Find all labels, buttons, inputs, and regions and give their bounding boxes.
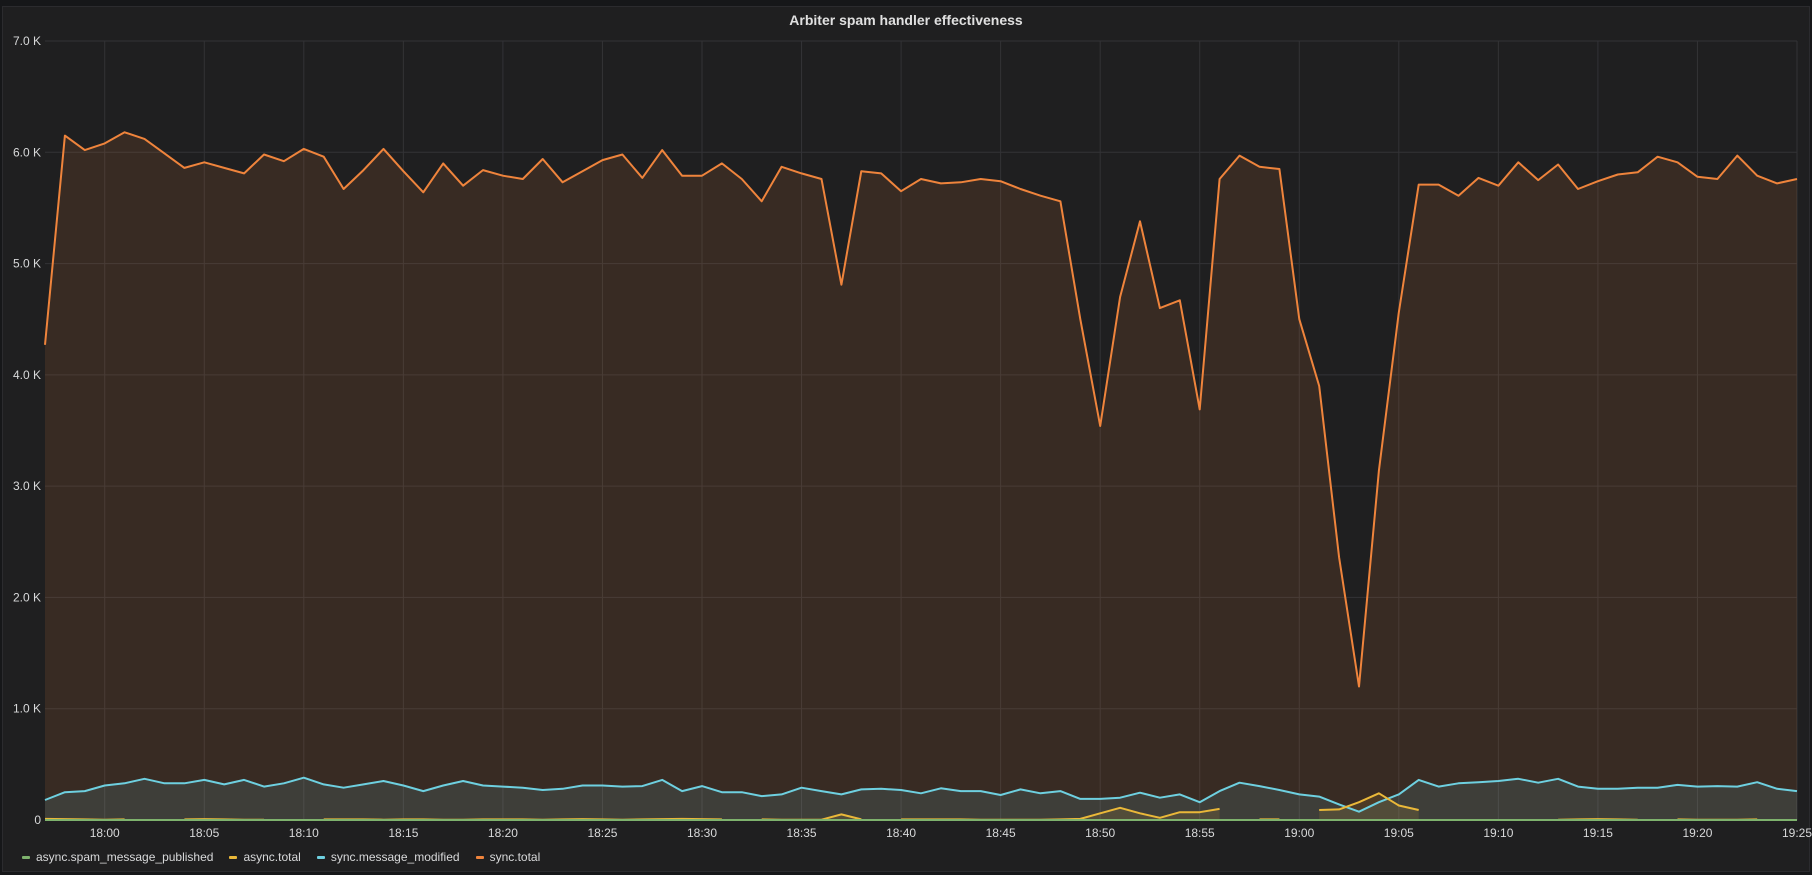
legend-item[interactable]: sync.message_modified xyxy=(316,850,460,864)
x-tick-label: 18:15 xyxy=(388,826,418,840)
legend-label: async.spam_message_published xyxy=(36,850,214,864)
x-tick-label: 18:40 xyxy=(886,826,916,840)
legend-label: sync.total xyxy=(489,850,541,864)
series-line-async-total[interactable] xyxy=(1319,792,1419,811)
x-tick-label: 18:05 xyxy=(189,826,219,840)
legend-label: sync.message_modified xyxy=(330,850,460,864)
series-area-async-total xyxy=(901,807,1220,820)
grid-lines xyxy=(45,40,1798,821)
y-tick-label: 2.0 K xyxy=(13,590,41,604)
y-tick-label: 0 xyxy=(34,813,41,827)
x-tick-label: 18:10 xyxy=(289,826,319,840)
legend-swatch xyxy=(229,855,238,859)
legend: async.spam_message_published async.total s… xyxy=(22,850,540,864)
series-area-sync-message-modified xyxy=(45,777,1797,820)
x-tick-label: 19:15 xyxy=(1583,826,1613,840)
y-tick-label: 6.0 K xyxy=(13,145,41,159)
x-tick-label: 18:55 xyxy=(1185,826,1215,840)
y-tick-label: 1.0 K xyxy=(13,702,41,716)
x-tick-label: 19:05 xyxy=(1384,826,1414,840)
y-tick-label: 5.0 K xyxy=(13,257,41,271)
legend-item[interactable]: async.total xyxy=(229,850,301,864)
x-tick-label: 19:10 xyxy=(1483,826,1513,840)
panel-title[interactable]: Arbiter spam handler effectiveness xyxy=(789,12,1023,28)
x-tick-label: 19:00 xyxy=(1284,826,1314,840)
legend-swatch xyxy=(22,855,30,859)
x-tick-label: 19:25 xyxy=(1782,826,1812,840)
series-lines xyxy=(44,131,1798,821)
x-tick-label: 18:30 xyxy=(687,826,717,840)
series-area-sync-total xyxy=(45,132,1797,821)
legend-swatch xyxy=(475,855,484,859)
series-line-sync-total[interactable] xyxy=(44,131,1798,688)
y-axis-ticks: 0 1.0 K 2.0 K 3.0 K 4.0 K 5.0 K 6.0 K 7.0 K xyxy=(13,34,41,827)
legend-item[interactable]: sync.total xyxy=(475,850,541,864)
series-areas xyxy=(45,132,1797,821)
x-tick-label: 18:00 xyxy=(90,826,120,840)
y-tick-label: 3.0 K xyxy=(13,479,41,493)
series-line-sync-message-modified[interactable] xyxy=(44,776,1798,813)
x-tick-label: 18:20 xyxy=(488,826,518,840)
legend-swatch xyxy=(316,855,325,859)
legend-item[interactable]: async.spam_message_published xyxy=(22,850,213,864)
x-tick-label: 18:25 xyxy=(587,826,617,840)
y-tick-label: 7.0 K xyxy=(13,34,41,48)
x-tick-label: 18:45 xyxy=(986,826,1016,840)
x-tick-label: 18:50 xyxy=(1085,826,1115,840)
x-tick-label: 19:20 xyxy=(1682,826,1712,840)
x-axis-ticks: 18:00 18:05 18:10 18:15 18:20 18:25 18:30 18:35… xyxy=(90,826,1812,840)
legend-label: async.total xyxy=(243,850,301,864)
x-tick-label: 18:35 xyxy=(787,826,817,840)
y-tick-label: 4.0 K xyxy=(13,368,41,382)
